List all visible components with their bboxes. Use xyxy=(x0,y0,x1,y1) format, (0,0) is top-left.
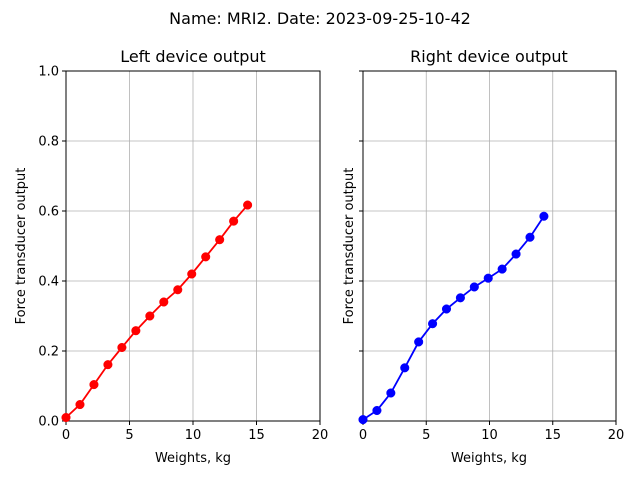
left-data-point xyxy=(103,360,113,370)
right-data-point xyxy=(414,337,424,347)
right-data-point xyxy=(386,388,396,398)
left-data-point xyxy=(229,216,239,226)
right-data-point xyxy=(539,211,549,221)
left-x-tick-label: 20 xyxy=(312,428,329,443)
right-x-tick-label: 15 xyxy=(544,428,561,443)
left-y-tick-label: 0.4 xyxy=(38,275,59,290)
right-data-point xyxy=(455,293,465,303)
left-y-tick-label: 0.2 xyxy=(38,345,59,360)
left-y-tick-label: 0.6 xyxy=(38,205,59,220)
left-chart-title: Left device output xyxy=(120,47,266,66)
left-data-point xyxy=(159,297,169,307)
right-chart-title: Right device output xyxy=(410,47,568,66)
right-data-point xyxy=(400,363,410,373)
right-x-tick-label: 20 xyxy=(608,428,625,443)
left-x-tick-label: 10 xyxy=(185,428,202,443)
right-data-point xyxy=(372,405,382,416)
right-device-chart: Right device output Weights, kg Force tr… xyxy=(342,47,624,466)
left-data-point xyxy=(75,400,85,410)
right-y-axis-label: Force transducer output xyxy=(342,168,357,325)
right-data-point xyxy=(428,319,438,329)
right-x-tick-label: 10 xyxy=(481,428,498,443)
left-y-tick-label: 0.8 xyxy=(38,135,59,150)
left-data-point xyxy=(187,269,197,279)
figure-title: Name: MRI2. Date: 2023-09-25-10-42 xyxy=(169,9,471,28)
left-y-axis-label: Force transducer output xyxy=(14,168,29,325)
left-x-tick-label: 15 xyxy=(248,428,265,443)
right-data-point xyxy=(469,282,479,292)
left-device-chart: Left device output Weights, kg Force tra… xyxy=(14,47,328,466)
left-data-point xyxy=(117,342,127,353)
left-data-point xyxy=(173,285,183,295)
right-data-point xyxy=(497,264,507,274)
right-data-point xyxy=(525,232,535,242)
left-data-point xyxy=(89,380,99,390)
left-data-point xyxy=(243,200,253,210)
left-data-point xyxy=(131,326,141,336)
right-x-tick-label: 0 xyxy=(359,428,367,443)
left-x-tick-label: 5 xyxy=(125,428,133,443)
right-data-point xyxy=(441,304,452,314)
left-y-tick-label: 1.0 xyxy=(38,65,59,80)
left-data-point xyxy=(215,235,225,245)
right-data-point xyxy=(483,273,493,283)
left-y-tick-label: 0.0 xyxy=(38,415,59,430)
left-x-tick-label: 0 xyxy=(62,428,70,443)
right-data-point xyxy=(358,415,368,425)
left-x-axis-label: Weights, kg xyxy=(155,451,231,466)
left-data-point xyxy=(61,412,71,423)
left-data-point xyxy=(145,311,155,321)
left-data-point xyxy=(201,252,211,262)
right-x-tick-label: 5 xyxy=(422,428,430,443)
right-data-point xyxy=(511,249,521,259)
right-x-axis-label: Weights, kg xyxy=(451,451,527,466)
